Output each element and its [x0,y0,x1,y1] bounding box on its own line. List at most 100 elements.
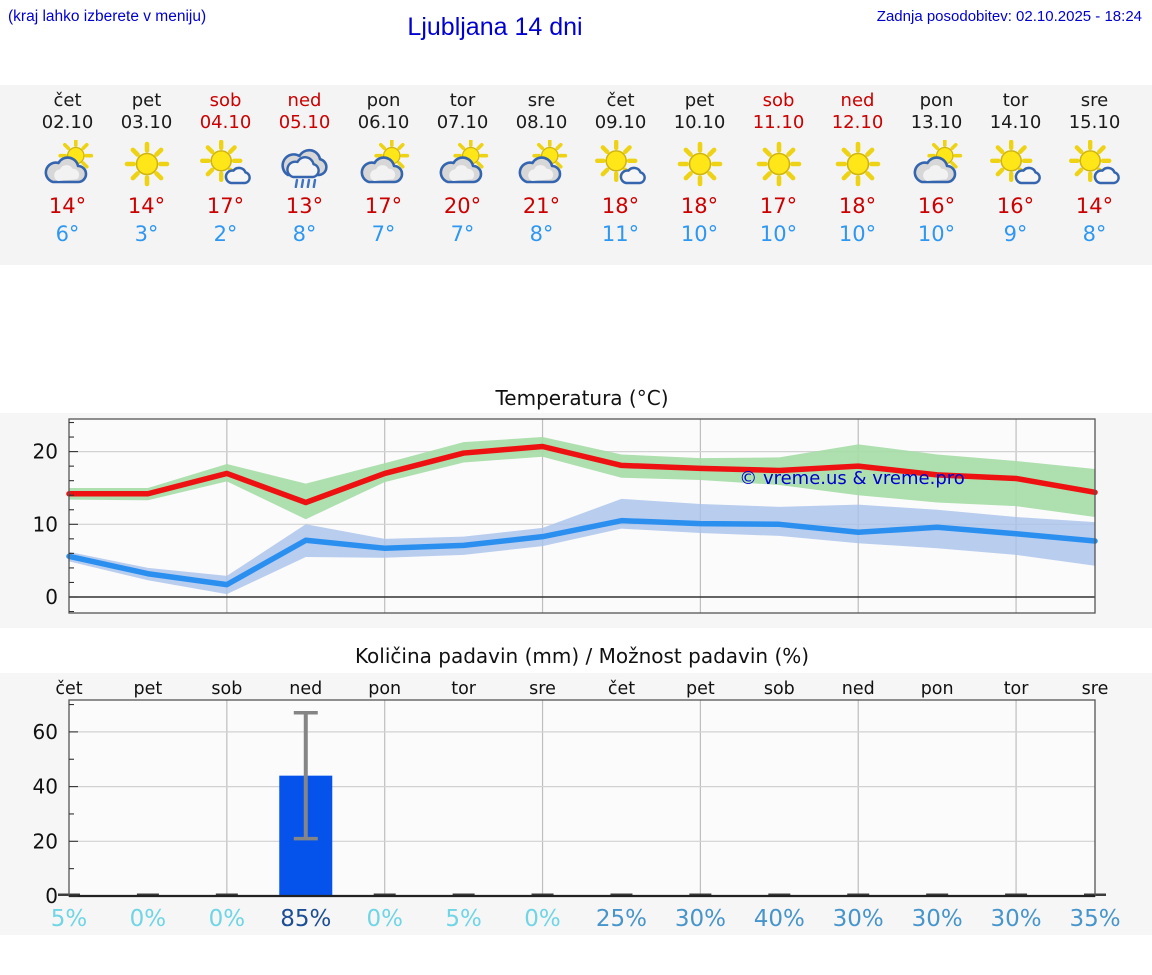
precip-percent-label: 35% [1069,906,1120,932]
day-column[interactable]: pon 06.10 17° 7° [344,85,423,265]
max-range-band [69,437,1095,520]
day-date: 11.10 [752,112,805,133]
temp-y-tick-label: 0 [45,585,58,609]
day-high-temp: 13° [285,194,324,218]
watermark: © vreme.us & vreme.pro [739,468,965,489]
day-high-temp: 21° [522,194,561,218]
temp-y-tick-label: 10 [33,512,58,536]
day-column[interactable]: čet 09.10 18° 11° [581,85,660,265]
precip-y-tick-label: 20 [33,829,58,853]
precip-y-tick-label: 0 [45,884,58,908]
forecast-day-strip: čet 02.10 14° 6° pet 03.10 14° 3° sob 04.10 17° 2° n… [0,85,1152,265]
precip-percent-label: 30% [991,906,1042,932]
day-date: 10.10 [673,112,726,133]
day-column[interactable]: pet 10.10 18° 10° [660,85,739,265]
day-date: 02.10 [41,112,94,133]
day-column[interactable]: čet 02.10 14° 6° [28,85,107,265]
axis-day-label: čet [608,679,635,699]
axis-day-label: tor [1004,679,1030,699]
day-column[interactable]: tor 07.10 20° 7° [423,85,502,265]
precip-zero-bar [768,893,791,896]
day-name: ned [287,90,322,111]
sun-small-cloud-icon [200,140,252,188]
day-column[interactable]: sob 04.10 17° 2° [186,85,265,265]
axis-day-label: čet [55,679,82,699]
day-name: pet [131,90,162,111]
max-temperature-line [66,443,1098,506]
precip-chart-title: Količina padavin (mm) / Možnost padavin … [354,644,810,668]
day-low-temp: 10° [917,222,956,246]
title-wrap: Ljubljana 14 dni [0,13,990,42]
day-low-temp: 3° [134,222,159,246]
day-high-temp: 18° [680,194,719,218]
day-column[interactable]: pet 03.10 14° 3° [107,85,186,265]
day-column[interactable]: ned 05.10 13° 8° [265,85,344,265]
axis-day-label: pon [368,679,401,699]
day-name: sob [762,90,795,111]
day-date: 03.10 [120,112,173,133]
day-name: sob [209,90,242,111]
day-column[interactable]: sob 11.10 17° 10° [739,85,818,265]
min-temperature-line [66,517,1098,588]
day-date: 09.10 [594,112,647,133]
day-column[interactable]: sre 08.10 21° 8° [502,85,581,265]
precip-zero-bar [531,893,554,896]
day-date: 08.10 [515,112,568,133]
day-column[interactable]: sre 15.10 14° 8° [1055,85,1134,265]
sun-small-cloud-icon [990,140,1042,188]
precip-percent-label: 0% [130,906,167,932]
temperature-chart: 0 10 20 © vreme.us & vreme.pro [33,418,1098,614]
day-name: pet [684,90,715,111]
day-low-temp: 8° [292,222,317,246]
day-column[interactable]: pon 13.10 16° 10° [897,85,976,265]
day-high-temp: 18° [601,194,640,218]
precip-percent-label: 0% [366,906,403,932]
sun-icon [674,140,726,188]
precip-percent-label: 30% [912,906,963,932]
min-range-band [69,498,1095,595]
day-name: ned [840,90,875,111]
day-name: pon [366,90,401,111]
day-name: tor [449,90,476,111]
precip-zero-bar [1005,893,1028,896]
day-high-temp: 20° [443,194,482,218]
precip-y-tick-label: 40 [33,775,58,799]
day-high-temp: 17° [206,194,245,218]
axis-day-label: pet [686,679,715,699]
day-date: 06.10 [357,112,410,133]
page-title: Ljubljana 14 dni [407,13,583,41]
day-low-temp: 8° [529,222,554,246]
day-date: 15.10 [1068,112,1121,133]
precip-percent-label: 0% [524,906,561,932]
day-date: 12.10 [831,112,884,133]
day-high-temp: 16° [917,194,956,218]
day-name: čet [606,90,635,111]
axis-day-label: tor [451,679,477,699]
day-high-temp: 14° [48,194,87,218]
day-high-temp: 14° [127,194,166,218]
precip-percent-label: 0% [209,906,246,932]
day-high-temp: 17° [759,194,798,218]
axis-day-label: sob [764,679,795,699]
cloud-sun-icon [358,140,410,188]
day-high-temp: 18° [838,194,877,218]
cloud-sun-icon [437,140,489,188]
day-date: 13.10 [910,112,963,133]
day-date: 14.10 [989,112,1042,133]
precipitation-chart: čet pet sob ned pon tor sre čet pet sob ned pon tor s… [33,679,1121,932]
temperature-chart-section: 0 10 20 © vreme.us & vreme.pro [0,413,1152,628]
day-column[interactable]: tor 14.10 16° 9° [976,85,1055,265]
precip-percent-label: 5% [445,906,482,932]
precip-zero-bar [847,893,870,896]
precip-percent-label: 25% [596,906,647,932]
precip-plot-area [69,700,1095,896]
precip-zero-bar [689,893,712,896]
day-column[interactable]: ned 12.10 18° 10° [818,85,897,265]
sun-small-cloud-icon [595,140,647,188]
precip-percent-label: 30% [833,906,884,932]
precip-zero-bar [926,893,949,896]
axis-day-label: ned [289,679,322,699]
precip-zero-bar [215,893,238,896]
axis-day-label: sre [529,679,556,699]
